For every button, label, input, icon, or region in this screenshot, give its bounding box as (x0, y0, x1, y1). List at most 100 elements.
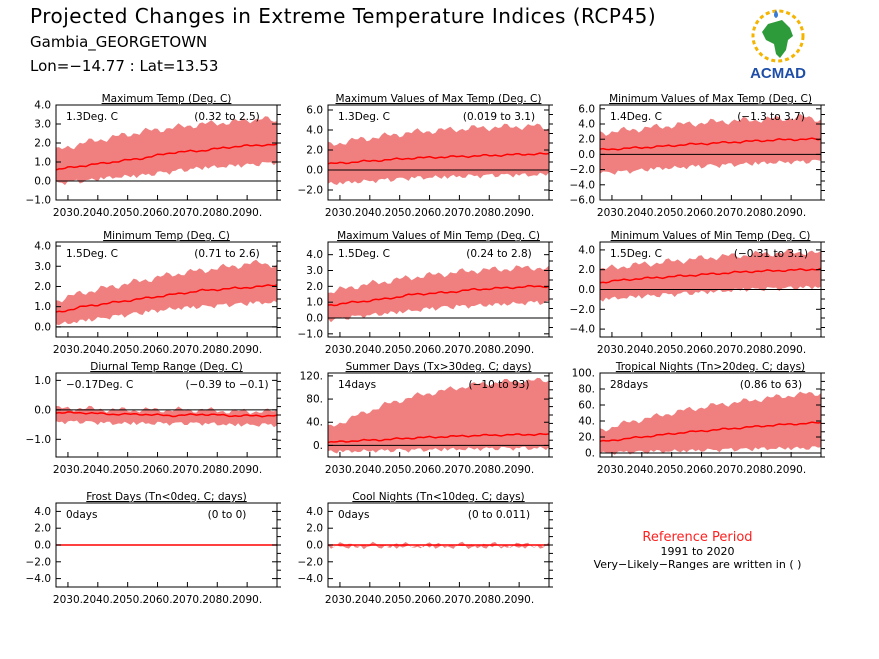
xtick-label: 2090. (232, 344, 262, 356)
mean-line (55, 411, 278, 418)
mean-line (327, 432, 550, 444)
acmad-logo: ACMAD (750, 9, 806, 82)
xtick-label: 2090. (504, 344, 534, 356)
xtick-label: 2080. (474, 594, 504, 606)
mean-line (55, 284, 278, 313)
ytick-label: 4.0 (306, 125, 323, 137)
ytick-label: 4.0 (34, 506, 51, 518)
change-value-label: 28days (610, 379, 648, 391)
mean-line (599, 137, 822, 151)
mean-line (327, 284, 550, 307)
likely-range-label: (0 to 0) (208, 509, 247, 521)
xtick-label: 2090. (776, 344, 806, 356)
xtick-label: 2030. (325, 594, 355, 606)
ytick-label: −1.0 (26, 195, 52, 207)
xtick-label: 2060. (415, 344, 445, 356)
ytick-label: −1.0 (26, 434, 52, 446)
xtick-label: 2080. (746, 344, 776, 356)
likely-range-label: (−0.39 to −0.1) (185, 379, 268, 391)
mean-line (327, 152, 550, 165)
chart-panel-8: 120. 80. 40. 0.2030. 2040. 2050. 2060. 2070. 208… (300, 361, 553, 476)
chart-panel-7: 1.0 0.0 −1.0 2030. 2040. 2050. 2060. 2070. 2080.… (26, 361, 281, 476)
ytick-label: −6.0 (570, 195, 596, 207)
xtick-label: 2080. (202, 207, 232, 219)
xtick-label: 2070. (444, 594, 474, 606)
xtick-label: 2070. (172, 464, 202, 476)
xtick-label: 2040. (83, 344, 113, 356)
mean-line (55, 143, 278, 171)
xtick-label: 2050. (657, 207, 687, 219)
xtick-label: 2070. (444, 464, 474, 476)
xtick-label: 2090. (232, 594, 262, 606)
ytick-label: 3.0 (34, 119, 51, 131)
coordinates-label: Lon=−14.77 : Lat=13.53 (30, 57, 219, 75)
xtick-label: 2030. (53, 207, 83, 219)
xtick-label: 2040. (83, 464, 113, 476)
ytick-label: 2.0 (578, 264, 595, 276)
likely-range-label: (0.019 to 3.1) (463, 111, 535, 123)
ytick-label: 80. (578, 384, 595, 396)
chart-title: Tropical Nights (Tn>20deg. C; days) (615, 361, 805, 373)
xtick-label: 2060. (415, 464, 445, 476)
xtick-label: 2030. (597, 207, 627, 219)
change-value-label: 14days (338, 379, 376, 391)
ytick-label: 120. (300, 370, 323, 382)
xtick-label: 2090. (232, 464, 262, 476)
ytick-label: 4.0 (34, 100, 51, 112)
xtick-label: 2060. (415, 207, 445, 219)
ytick-label: 60. (578, 400, 595, 412)
xtick-label: 2070. (444, 344, 474, 356)
xtick-label: 2080. (746, 207, 776, 219)
ytick-label: −2.0 (298, 556, 324, 568)
xtick-label: 2070. (716, 344, 746, 356)
header: Projected Changes in Extreme Temperature… (0, 0, 879, 82)
ytick-label: 2.0 (34, 138, 51, 150)
mean-line (599, 267, 822, 284)
ytick-label: 0.0 (34, 404, 51, 416)
ytick-label: 40. (578, 416, 595, 428)
xtick-label: 2030. (597, 464, 627, 476)
ytick-label: −1.0 (298, 328, 324, 340)
likely-range-label: (−0.31 to 3.1) (734, 248, 808, 260)
ytick-label: 20. (578, 432, 595, 444)
range-band (56, 116, 277, 186)
ytick-label: 6.0 (578, 103, 595, 115)
ytick-label: 80. (306, 394, 323, 406)
xtick-label: 2070. (172, 344, 202, 356)
xtick-label: 2070. (172, 594, 202, 606)
xtick-label: 2050. (385, 344, 415, 356)
likely-range-label: (0.32 to 2.5) (194, 111, 260, 123)
ytick-label: 4.0 (578, 119, 595, 131)
mean-line (599, 421, 822, 443)
ytick-label: −4.0 (570, 179, 596, 191)
ytick-label: 1.0 (34, 157, 51, 169)
xtick-label: 2050. (385, 594, 415, 606)
range-band (328, 265, 549, 323)
xtick-label: 2050. (385, 207, 415, 219)
xtick-label: 2030. (53, 344, 83, 356)
chart-title: Maximum Temp (Deg. C) (102, 93, 232, 105)
xtick-label: 2080. (474, 207, 504, 219)
ytick-label: 0. (313, 440, 323, 452)
xtick-label: 2030. (325, 344, 355, 356)
page-title: Projected Changes in Extreme Temperature… (30, 4, 657, 28)
ytick-label: 2.0 (34, 281, 51, 293)
change-value-label: 0days (338, 509, 369, 521)
ytick-label: 4.0 (306, 506, 323, 518)
xtick-label: 2080. (474, 464, 504, 476)
ytick-label: −2.0 (298, 185, 324, 197)
chart-title: Cool Nights (Tn<10deg. C; days) (352, 491, 524, 503)
chart-title: Frost Days (Tn<0deg. C; days) (86, 491, 246, 503)
likely-range-label: (0.86 to 63) (740, 379, 802, 391)
ytick-label: −4.0 (570, 324, 596, 336)
xtick-label: 2090. (776, 207, 806, 219)
ytick-label: 0.0 (578, 149, 595, 161)
chart-title: Summer Days (Tx>30deg. C; days) (346, 361, 532, 373)
range-band (600, 113, 821, 175)
xtick-label: 2090. (504, 464, 534, 476)
xtick-label: 2060. (143, 344, 173, 356)
ytick-label: 0.0 (34, 321, 51, 333)
acmad-logo-text: ACMAD (750, 65, 806, 82)
